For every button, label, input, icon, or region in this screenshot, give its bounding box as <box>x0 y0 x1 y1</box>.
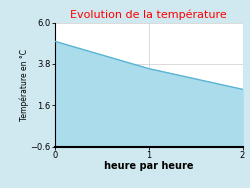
Title: Evolution de la température: Evolution de la température <box>70 10 227 20</box>
Y-axis label: Température en °C: Température en °C <box>20 49 29 121</box>
X-axis label: heure par heure: heure par heure <box>104 161 194 171</box>
